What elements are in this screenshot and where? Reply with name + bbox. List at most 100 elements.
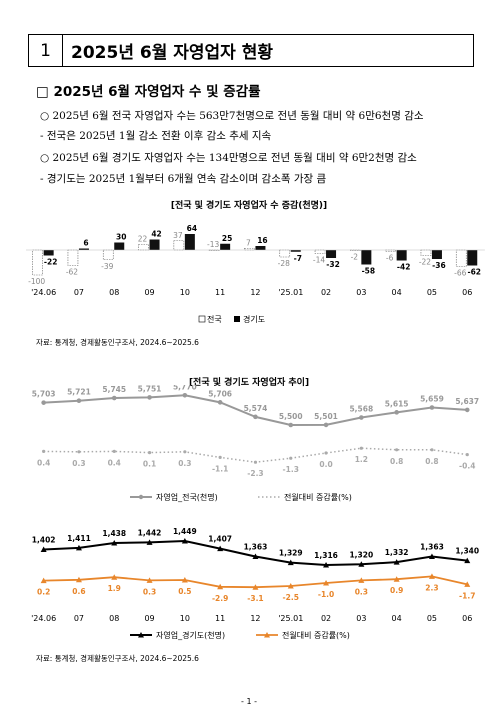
label-national-rate-12: -0.4 bbox=[459, 462, 475, 471]
bar-national-2 bbox=[102, 249, 114, 261]
label-national-6: 5,574 bbox=[244, 404, 268, 413]
label-national-12: -66 bbox=[454, 269, 466, 278]
label-national-9: -2 bbox=[351, 253, 359, 262]
point-gyeonggi-rate-12 bbox=[464, 581, 471, 587]
bar-gyeonggi-3 bbox=[149, 239, 160, 250]
label-national-rate-2: 0.4 bbox=[108, 458, 121, 467]
label-national-5: -13 bbox=[207, 240, 219, 249]
label-gyeonggi-12: -62 bbox=[467, 268, 481, 277]
x-tick-9: 03 bbox=[356, 614, 366, 623]
label-gyeonggi-1: 6 bbox=[83, 239, 88, 248]
bullet-3: ○ 2025년 6월 경기도 자영업자 수는 134만명으로 전년 동월 대비 … bbox=[40, 152, 417, 164]
bullet-2: - 전국은 2025년 1월 감소 전환 이후 감소 추세 지속 bbox=[40, 130, 272, 142]
point-gyeonggi-rate-0 bbox=[40, 577, 47, 584]
label-national-3: 22 bbox=[138, 235, 148, 244]
point-national-rate-10 bbox=[395, 448, 399, 452]
legend-gyeonggi-rate-label: 전월대비 증감률(%) bbox=[282, 630, 350, 640]
label-gyeonggi-rate-1: 0.6 bbox=[72, 587, 85, 596]
label-gyeonggi-2: 30 bbox=[116, 233, 126, 242]
bar-gyeonggi-5 bbox=[220, 243, 231, 250]
label-gyeonggi-rate-10: 0.9 bbox=[390, 586, 403, 595]
point-gyeonggi-rate-7 bbox=[287, 583, 294, 589]
label-gyeonggi-9: -58 bbox=[362, 267, 376, 276]
label-gyeonggi-rate-3: 0.3 bbox=[143, 587, 156, 596]
label-gyeonggi-11: 1,363 bbox=[420, 543, 444, 552]
point-national-12 bbox=[464, 407, 470, 413]
point-national-rate-6 bbox=[253, 460, 258, 464]
point-gyeonggi-rate-1 bbox=[75, 576, 82, 583]
point-gyeonggi-rate-8 bbox=[323, 580, 330, 586]
label-national-rate-7: -1.3 bbox=[283, 465, 299, 474]
page-number: - 1 - bbox=[241, 697, 257, 706]
label-gyeonggi-rate-2: 1.9 bbox=[108, 584, 121, 593]
point-national-rate-2 bbox=[112, 449, 116, 453]
point-gyeonggi-rate-3 bbox=[146, 577, 153, 583]
label-national-rate-8: 0.0 bbox=[319, 460, 332, 469]
point-national-2 bbox=[111, 395, 117, 401]
x-tick-6: 12 bbox=[250, 614, 260, 623]
label-gyeonggi-3: 1,442 bbox=[138, 528, 162, 537]
point-gyeonggi-10 bbox=[393, 559, 400, 565]
legend-national-swatch bbox=[198, 315, 206, 323]
bar-national-11 bbox=[420, 249, 432, 256]
point-national-4 bbox=[182, 393, 188, 398]
point-national-5 bbox=[217, 400, 223, 405]
sub-heading: □ 2025년 6월 자영업자 수 및 증감률 bbox=[36, 84, 261, 100]
label-gyeonggi-5: 25 bbox=[222, 234, 232, 243]
bar-national-8 bbox=[314, 249, 326, 254]
label-gyeonggi-rate-8: -1.0 bbox=[318, 590, 334, 599]
label-national-2: 5,745 bbox=[102, 385, 126, 394]
x-tick-3: 09 bbox=[144, 288, 154, 297]
label-gyeonggi-3: 42 bbox=[151, 230, 161, 239]
label-gyeonggi-rate-4: 0.5 bbox=[178, 587, 191, 596]
label-gyeonggi-11: -36 bbox=[432, 261, 446, 270]
bar-gyeonggi-4 bbox=[184, 234, 195, 250]
label-national-rate-11: 0.8 bbox=[425, 457, 438, 466]
x-tick-12: 06 bbox=[462, 614, 472, 623]
bar-national-7 bbox=[279, 249, 291, 258]
point-gyeonggi-6 bbox=[252, 553, 259, 560]
legend-national-marker bbox=[138, 494, 144, 500]
x-tick-2: 08 bbox=[109, 288, 119, 297]
chart1-title: [전국 및 경기도 자영업자 수 증감(천명)] bbox=[170, 201, 328, 211]
point-national-11 bbox=[429, 405, 435, 410]
label-gyeonggi-12: 1,340 bbox=[455, 547, 479, 556]
legend-national-label: 전국 bbox=[207, 314, 222, 324]
point-gyeonggi-rate-5 bbox=[217, 583, 224, 590]
label-national-1: 5,721 bbox=[67, 388, 91, 397]
point-gyeonggi-rate-2 bbox=[111, 574, 118, 580]
label-national-rate-4: 0.3 bbox=[178, 459, 191, 468]
bar-gyeonggi-11 bbox=[431, 250, 442, 259]
point-gyeonggi-2 bbox=[111, 540, 118, 546]
x-tick-5: 11 bbox=[215, 288, 225, 297]
point-national-1 bbox=[76, 398, 82, 403]
label-gyeonggi-10: 1,332 bbox=[385, 548, 409, 557]
label-national-8: -14 bbox=[313, 256, 325, 265]
label-national-11: 5,659 bbox=[420, 395, 444, 404]
point-national-3 bbox=[147, 395, 152, 400]
label-gyeonggi-0: -22 bbox=[44, 258, 58, 267]
bar-gyeonggi-8 bbox=[326, 250, 337, 258]
label-gyeonggi-6: 16 bbox=[257, 236, 267, 245]
point-national-rate-11 bbox=[430, 448, 434, 452]
label-national-rate-3: 0.1 bbox=[143, 460, 156, 469]
x-tick-10: 04 bbox=[392, 614, 402, 623]
x-tick-11: 05 bbox=[427, 288, 437, 297]
label-gyeonggi-8: -32 bbox=[326, 260, 340, 269]
bar-national-6 bbox=[244, 247, 255, 251]
x-tick-8: 02 bbox=[321, 614, 331, 623]
bar-national-4 bbox=[173, 240, 185, 251]
label-national-4: 37 bbox=[173, 231, 183, 240]
point-gyeonggi-rate-10 bbox=[393, 576, 400, 582]
bar-gyeonggi-7 bbox=[290, 250, 301, 252]
point-gyeonggi-3 bbox=[146, 539, 153, 545]
label-national-9: 5,568 bbox=[349, 405, 373, 414]
label-gyeonggi-0: 1,402 bbox=[32, 536, 56, 545]
x-tick-10: 04 bbox=[392, 288, 402, 297]
x-tick-7: '25.01 bbox=[278, 614, 303, 623]
point-gyeonggi-rate-9 bbox=[358, 577, 365, 583]
x-tick-4: 10 bbox=[180, 288, 190, 297]
point-national-9 bbox=[359, 415, 364, 420]
bar-gyeonggi-9 bbox=[361, 250, 372, 265]
